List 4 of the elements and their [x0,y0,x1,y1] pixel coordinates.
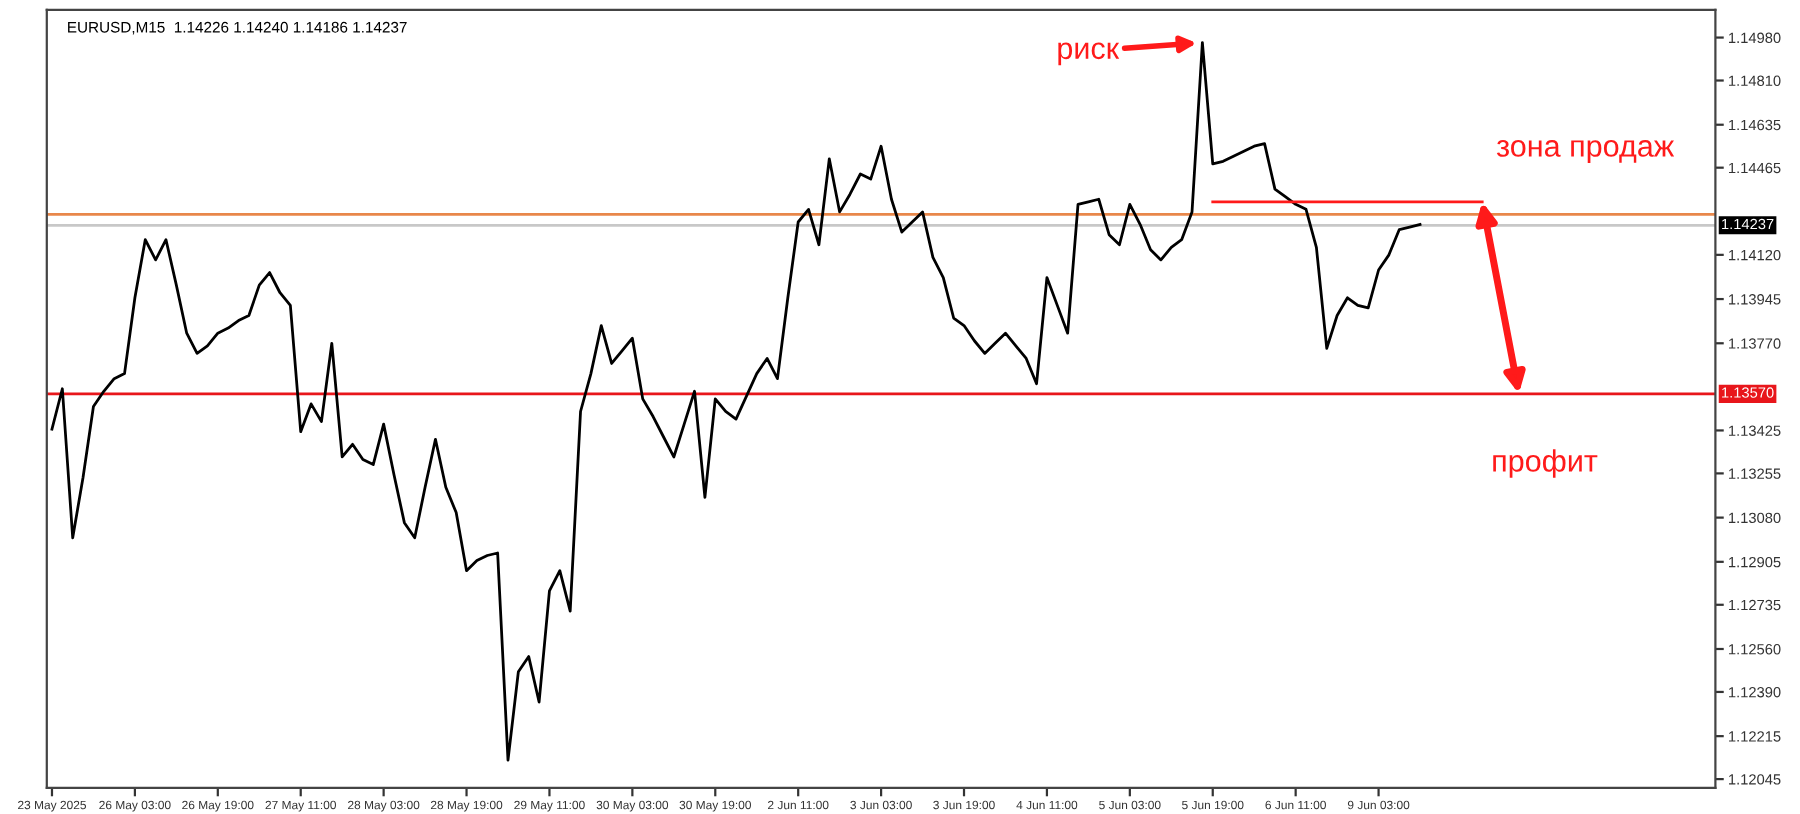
annotation: профит [1493,449,1598,478]
annotation: зона продаж [1496,140,1675,163]
line-series [50,41,1422,762]
annotation: риск [1058,42,1120,66]
